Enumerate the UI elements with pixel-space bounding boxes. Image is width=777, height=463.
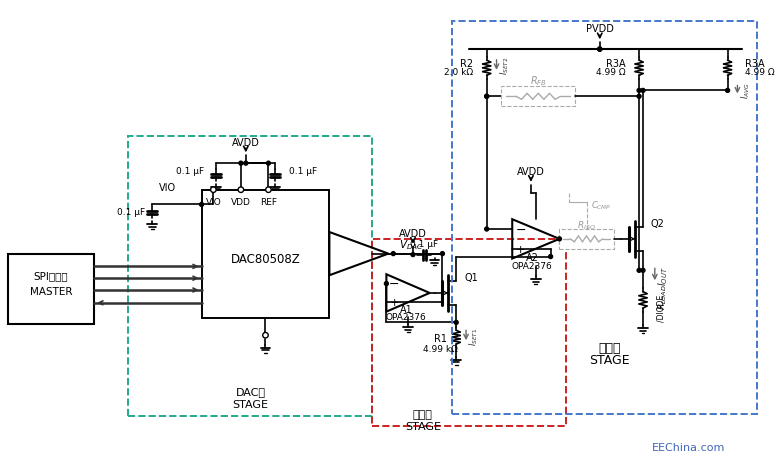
Text: R3A: R3A [745, 59, 765, 69]
Bar [8, 254, 94, 325]
Circle shape [637, 95, 641, 99]
Circle shape [441, 252, 444, 256]
Circle shape [549, 255, 552, 259]
Text: 2.0 kΩ: 2.0 kΩ [444, 68, 473, 77]
Text: OPA2376: OPA2376 [511, 261, 552, 270]
Text: $I_{OUT}$: $I_{OUT}$ [656, 266, 670, 286]
Text: /DIODE: /DIODE [657, 294, 666, 322]
Text: $R_{ISO}$: $R_{ISO}$ [577, 219, 595, 232]
Text: $R_{LOAD}$: $R_{LOAD}$ [657, 283, 669, 309]
Text: SPI主控制: SPI主控制 [34, 271, 68, 281]
Text: AVDD: AVDD [399, 228, 427, 238]
Text: $I_{AVG}$: $I_{AVG}$ [739, 82, 751, 99]
Circle shape [485, 95, 489, 99]
Text: MASTER: MASTER [30, 286, 72, 296]
Circle shape [239, 162, 243, 166]
Text: 4.99 Ω: 4.99 Ω [745, 68, 775, 77]
Text: VIO: VIO [159, 182, 176, 192]
Circle shape [244, 162, 248, 166]
Circle shape [200, 203, 204, 207]
Text: Q2: Q2 [651, 219, 665, 229]
Circle shape [637, 269, 641, 273]
Circle shape [211, 188, 216, 193]
Circle shape [392, 252, 395, 256]
Text: $R_{FB}$: $R_{FB}$ [530, 75, 547, 88]
Text: 0.1 μF: 0.1 μF [289, 166, 317, 175]
Text: $I_{SET2}$: $I_{SET2}$ [498, 56, 510, 75]
Text: R2: R2 [460, 59, 473, 69]
Circle shape [598, 48, 601, 52]
Bar [559, 230, 614, 249]
Text: A1: A1 [399, 304, 413, 314]
Circle shape [641, 89, 645, 93]
Text: STAGE: STAGE [589, 354, 630, 367]
Bar [201, 190, 329, 318]
Circle shape [557, 238, 562, 241]
Text: 4.99 kΩ: 4.99 kΩ [423, 344, 458, 353]
Text: $C_{CMP}$: $C_{CMP}$ [591, 199, 611, 211]
Circle shape [411, 253, 415, 257]
Text: STAGE: STAGE [233, 399, 269, 409]
Text: DAC级: DAC级 [235, 387, 266, 396]
Text: 第二级: 第二级 [598, 341, 621, 354]
Circle shape [598, 48, 601, 52]
Text: −: − [515, 223, 526, 236]
Text: VDD: VDD [231, 198, 251, 206]
Text: A2: A2 [525, 252, 538, 262]
Circle shape [485, 228, 489, 232]
Text: PVDD: PVDD [586, 25, 614, 34]
Text: R3A: R3A [606, 59, 625, 69]
Bar [501, 88, 575, 107]
Text: +: + [389, 298, 399, 307]
Text: VIO: VIO [205, 198, 221, 206]
Text: +: + [516, 244, 525, 254]
Text: $V_{DAC}$: $V_{DAC}$ [399, 238, 423, 251]
Text: Q1: Q1 [464, 273, 478, 282]
Circle shape [598, 48, 601, 52]
Circle shape [266, 188, 271, 193]
Circle shape [455, 321, 458, 325]
Circle shape [385, 282, 388, 286]
Text: −: − [389, 277, 399, 290]
Circle shape [238, 188, 244, 193]
Text: $I_{SET1}$: $I_{SET1}$ [468, 326, 480, 345]
Circle shape [726, 89, 730, 93]
Text: 第一级: 第一级 [413, 409, 433, 419]
Bar [452, 22, 757, 414]
Text: REF: REF [260, 198, 277, 206]
Text: 0.1 μF: 0.1 μF [176, 166, 204, 175]
Text: AVDD: AVDD [517, 167, 545, 177]
Text: 0.1 μF: 0.1 μF [117, 207, 145, 216]
Text: 4.99 Ω: 4.99 Ω [596, 68, 625, 77]
Circle shape [267, 162, 270, 166]
Circle shape [263, 333, 268, 338]
Circle shape [485, 95, 489, 99]
Text: STAGE: STAGE [405, 421, 441, 431]
Circle shape [641, 269, 645, 273]
Text: EEChina.com: EEChina.com [652, 442, 725, 452]
Bar [127, 136, 371, 416]
Text: R1: R1 [434, 333, 447, 344]
Circle shape [637, 89, 641, 93]
Text: OPA2376: OPA2376 [385, 313, 427, 321]
Bar [371, 239, 566, 426]
Text: AVDD: AVDD [232, 137, 260, 147]
Text: 0.1 μF: 0.1 μF [409, 240, 437, 249]
Text: DAC80508Z: DAC80508Z [231, 252, 301, 265]
